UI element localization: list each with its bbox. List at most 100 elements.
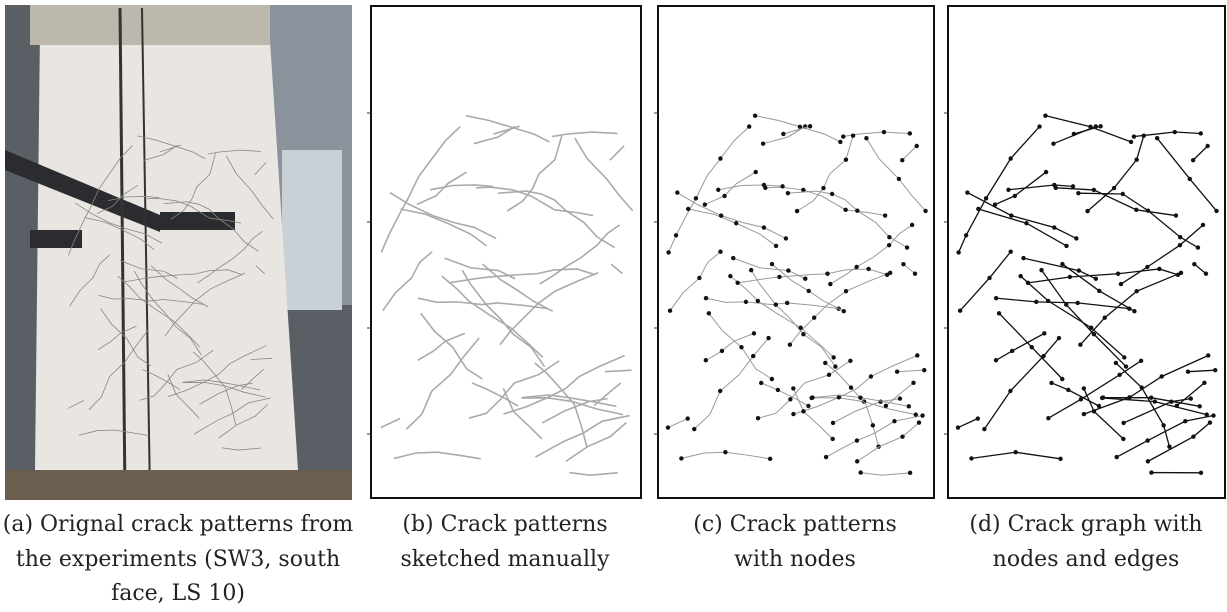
graph-node — [1178, 243, 1182, 247]
caption-line: (d) Crack graph with — [906, 508, 1227, 543]
crack-node — [905, 245, 909, 249]
graph-node — [1101, 395, 1105, 399]
crack-node — [828, 282, 832, 286]
crack-node — [907, 404, 911, 408]
graph-node — [1026, 281, 1030, 285]
graph-node — [1098, 124, 1102, 128]
crack-node — [756, 299, 760, 303]
crack-node — [668, 309, 672, 313]
crack-node — [756, 416, 760, 420]
crack-node — [831, 421, 835, 425]
crack — [755, 116, 840, 142]
crack-node — [795, 209, 799, 213]
graph-node — [976, 416, 980, 420]
crack-node — [842, 309, 846, 313]
crack-node — [908, 131, 912, 135]
graph-node — [1202, 381, 1206, 385]
crack-node — [898, 396, 902, 400]
crack-node — [674, 233, 678, 237]
graph-edge — [959, 127, 1040, 253]
graph-node — [1132, 134, 1136, 138]
crack-node — [801, 332, 805, 336]
crack — [705, 172, 756, 204]
graph-node — [1116, 272, 1120, 276]
crack-node — [788, 397, 792, 401]
crack-node — [833, 364, 837, 368]
graph-node — [1046, 299, 1050, 303]
graph-node — [1157, 267, 1161, 271]
crack — [738, 269, 887, 283]
crack-node — [887, 235, 891, 239]
graph-node — [1024, 221, 1028, 225]
crack-node — [915, 353, 919, 357]
graph-node — [1049, 381, 1053, 385]
caption-line: the experiments (SW3, south — [0, 543, 358, 578]
crack-node — [855, 438, 859, 442]
graph-edge — [958, 419, 978, 428]
graph-node — [1176, 273, 1180, 277]
crack-node — [911, 381, 915, 385]
graph-node — [1159, 374, 1163, 378]
graph-node — [1149, 470, 1153, 474]
crack-node — [704, 358, 708, 362]
graph-node — [1119, 282, 1123, 286]
graph-node — [1145, 438, 1149, 442]
crack-node — [722, 194, 726, 198]
photo — [5, 5, 352, 500]
caption: (d) Crack graph withnodes and edges — [906, 508, 1227, 577]
crack-node — [749, 268, 753, 272]
graph-edge — [1042, 270, 1127, 366]
lab-window — [282, 150, 342, 310]
crack — [611, 264, 622, 274]
crack-node — [854, 265, 858, 269]
crack-node — [784, 236, 788, 240]
crack-node — [694, 196, 698, 200]
crack — [569, 473, 617, 476]
graph-edge — [967, 193, 1076, 239]
graph-node — [958, 309, 962, 313]
graph-node — [1092, 409, 1096, 413]
crack — [575, 138, 633, 211]
crack-node — [679, 456, 683, 460]
crack-node — [785, 301, 789, 305]
crack-node — [858, 395, 862, 399]
top-beam — [30, 5, 270, 45]
crack-node — [739, 345, 743, 349]
crack-node — [768, 457, 772, 461]
crack — [390, 193, 496, 239]
crack-node — [830, 192, 834, 196]
crack-node — [799, 326, 803, 330]
crack-node — [781, 132, 785, 136]
graph-node — [1071, 184, 1075, 188]
crack — [897, 370, 924, 372]
crack-node — [849, 385, 853, 389]
caption: (a) Orignal crack patterns fromthe exper… — [0, 508, 358, 612]
crack — [503, 355, 624, 414]
crack-node — [666, 425, 670, 429]
graph-node — [1103, 316, 1107, 320]
crack-node — [882, 130, 886, 134]
graph-node — [1085, 209, 1089, 213]
graph-node — [1173, 130, 1177, 134]
crack-node — [900, 434, 904, 438]
crack-node — [831, 355, 835, 359]
crack — [521, 398, 623, 415]
graph-node — [1074, 236, 1078, 240]
graph-node — [1122, 355, 1126, 359]
graph-edge — [1062, 264, 1134, 311]
crack-node — [731, 256, 735, 260]
graph-node — [1211, 413, 1215, 417]
graph-node — [1082, 386, 1086, 390]
bracing-plate — [160, 212, 235, 230]
graph-node — [1132, 309, 1136, 313]
graph-node — [1112, 186, 1116, 190]
graph-edge — [1084, 355, 1208, 414]
graph-node — [1008, 156, 1012, 160]
graph-node — [984, 196, 988, 200]
crack-node — [704, 296, 708, 300]
crack — [903, 264, 915, 274]
graph-node — [997, 311, 1001, 315]
crack-node — [788, 343, 792, 347]
crack-node — [786, 268, 790, 272]
graph-node — [1075, 301, 1079, 305]
